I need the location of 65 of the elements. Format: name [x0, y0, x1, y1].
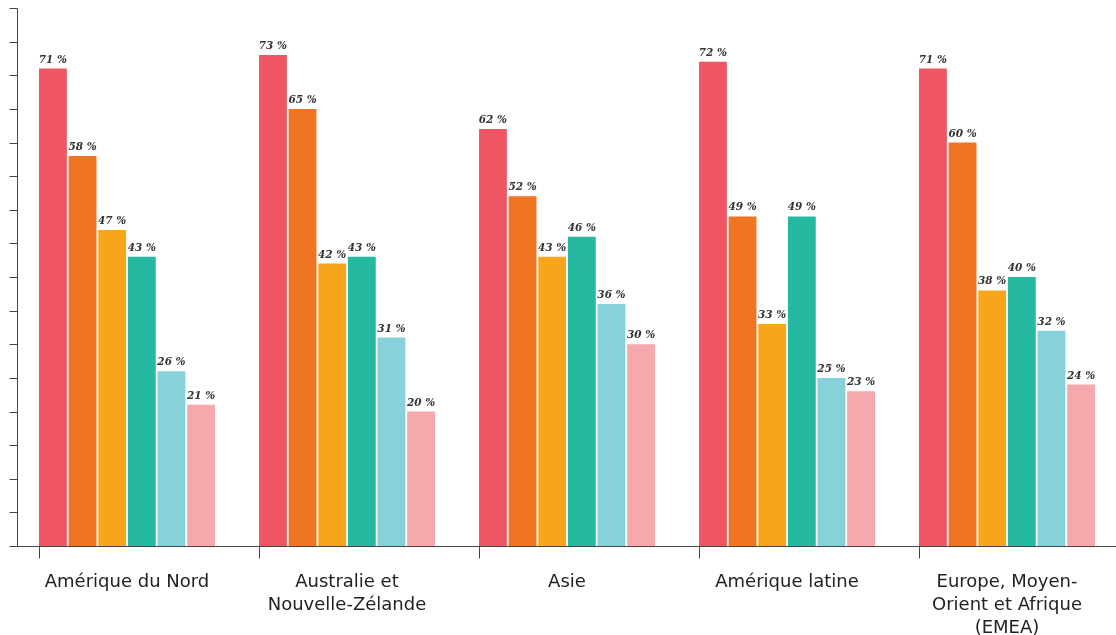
x-tick-label: Asie [548, 569, 586, 591]
data-label: 25 % [816, 361, 846, 374]
bar [157, 371, 186, 546]
data-label: 58 % [68, 139, 97, 152]
data-label: 62 % [478, 113, 508, 126]
bar [627, 344, 655, 546]
bar [347, 256, 376, 546]
bar [758, 324, 787, 546]
data-label: 42 % [318, 247, 347, 260]
data-label: 36 % [597, 287, 626, 300]
bar [919, 68, 947, 546]
data-label: 38 % [978, 274, 1007, 287]
data-label: 71 % [38, 52, 68, 65]
bar [259, 55, 287, 546]
bar [98, 229, 127, 546]
bar [699, 61, 727, 546]
bar [978, 290, 1007, 546]
bar [1067, 384, 1095, 546]
data-label: 23 % [845, 375, 876, 388]
bar [508, 196, 537, 546]
bar [407, 411, 435, 546]
data-label: 33 % [758, 308, 787, 321]
data-label: 20 % [405, 395, 436, 408]
data-label: 71 % [918, 52, 948, 65]
data-label: 30 % [626, 328, 656, 341]
data-label: 24 % [1065, 368, 1096, 381]
data-label: 46 % [567, 220, 596, 233]
x-tick-label: Europe, Moyen-Orient et Afrique (EMEA) [931, 569, 1083, 635]
data-label: 43 % [127, 240, 156, 253]
x-tick-label: Amérique latine [715, 569, 859, 591]
bar [1007, 277, 1036, 546]
bar [68, 155, 97, 546]
data-label: 72 % [698, 45, 728, 58]
bar [318, 263, 347, 546]
bar [1037, 330, 1066, 546]
bar [728, 216, 757, 546]
data-label: 49 % [728, 200, 757, 213]
data-label: 32 % [1037, 314, 1066, 327]
data-label: 73 % [258, 39, 288, 52]
data-label: 26 % [156, 355, 186, 368]
data-label: 21 % [185, 388, 216, 401]
data-label: 43 % [538, 240, 567, 253]
bar [567, 236, 596, 546]
data-label: 49 % [787, 200, 816, 213]
data-label: 47 % [98, 213, 127, 226]
data-label: 31 % [377, 321, 406, 334]
bar [597, 303, 626, 546]
bar [187, 404, 215, 546]
data-label: 60 % [948, 126, 977, 139]
x-tick-label: Amérique du Nord [44, 569, 210, 591]
bar [377, 337, 406, 546]
bar [817, 377, 846, 546]
data-label: 43 % [347, 240, 376, 253]
bar [479, 129, 507, 546]
x-tick-label: Australie et Nouvelle-Zélande [267, 569, 427, 614]
data-label: 52 % [508, 180, 537, 193]
bar [538, 256, 567, 546]
bar [787, 216, 816, 546]
data-label: 65 % [288, 92, 317, 105]
bar [288, 108, 317, 546]
bar [847, 391, 875, 546]
bar [39, 68, 67, 546]
data-label: 40 % [1007, 261, 1036, 273]
bar [127, 256, 156, 546]
bar [948, 142, 977, 546]
